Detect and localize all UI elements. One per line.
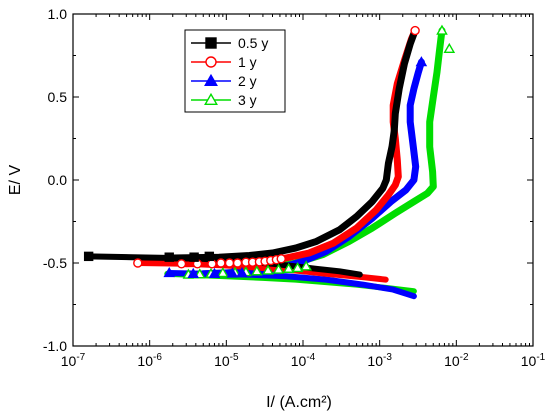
series-3-y-marker: [272, 263, 285, 274]
x-tick-label: 10-1: [521, 352, 546, 369]
series-3-y-marker: [282, 262, 295, 273]
x-tick-label: 10-6: [137, 352, 162, 369]
series-1-y-marker: [410, 25, 420, 36]
y-axis: -1.0 -0.5 0.0 0.5 1.0: [43, 6, 533, 354]
y-tick-label: 0.5: [48, 89, 68, 105]
series-3-y-marker: [291, 261, 304, 273]
legend: 0.5 y 1 y 2 y 3 y: [184, 29, 286, 113]
series-2-y-marker: [226, 267, 239, 278]
legend-label-2-y: 2 y: [238, 73, 257, 89]
series-3-y-marker: [262, 264, 274, 275]
series-markers: [83, 24, 456, 279]
series-1-y-marker: [276, 254, 286, 264]
series-2-y-marker: [208, 267, 221, 278]
series-0-5-y-marker: [189, 252, 199, 262]
y-axis-title: E/ V: [7, 165, 24, 196]
y-tick-label: 0.0: [48, 172, 68, 188]
series-2-y-marker: [236, 266, 248, 278]
x-tick-label: 10-3: [367, 352, 392, 369]
series-0-5-y-anodic-curve: [169, 27, 419, 262]
legend-label-3-y: 3 y: [238, 92, 257, 108]
series-1-y-marker: [224, 258, 235, 268]
legend-marker-2-y: [204, 73, 218, 87]
x-axis-title: I/ (A.cm²): [266, 394, 332, 411]
series-2-y-marker: [415, 56, 428, 67]
series-0-5-y-marker: [204, 251, 215, 262]
y-tick-label: -1.0: [43, 338, 67, 354]
y-tick-label: 1.0: [48, 6, 68, 22]
series-1-y-marker: [232, 258, 243, 268]
series-1-y-marker: [133, 258, 143, 268]
series-3-y-marker: [251, 265, 263, 276]
legend-label-1-y: 1 y: [238, 54, 257, 70]
x-tick-label: 10-7: [61, 352, 86, 369]
series-2-y-marker: [187, 267, 200, 278]
series-0-5-y-marker: [164, 252, 174, 262]
legend-marker-3-y: [204, 92, 218, 106]
series-3-y-marker: [217, 266, 229, 278]
y-tick-label: -0.5: [43, 255, 67, 271]
series-1-y-marker: [216, 258, 226, 268]
x-axis: 10-7 10-6 10-5 10-4 10-3 10-2 10-1: [61, 14, 546, 369]
legend-marker-1-y: [205, 56, 217, 68]
x-tick-label: 10-2: [444, 352, 469, 369]
legend-marker-0-5-y: [205, 37, 217, 49]
plot-area: [72, 13, 534, 347]
series-0-5-y-marker: [83, 251, 94, 262]
series-1-y-marker: [176, 259, 187, 269]
series-2-y-marker: [163, 266, 176, 278]
legend-label-0-5-y: 0.5 y: [238, 35, 268, 51]
series-3-y-marker: [300, 260, 312, 271]
x-tick-label: 10-4: [291, 352, 316, 369]
series-3-y-marker: [436, 24, 448, 35]
series-3-y-marker: [443, 42, 456, 54]
x-tick-label: 10-5: [214, 352, 239, 369]
